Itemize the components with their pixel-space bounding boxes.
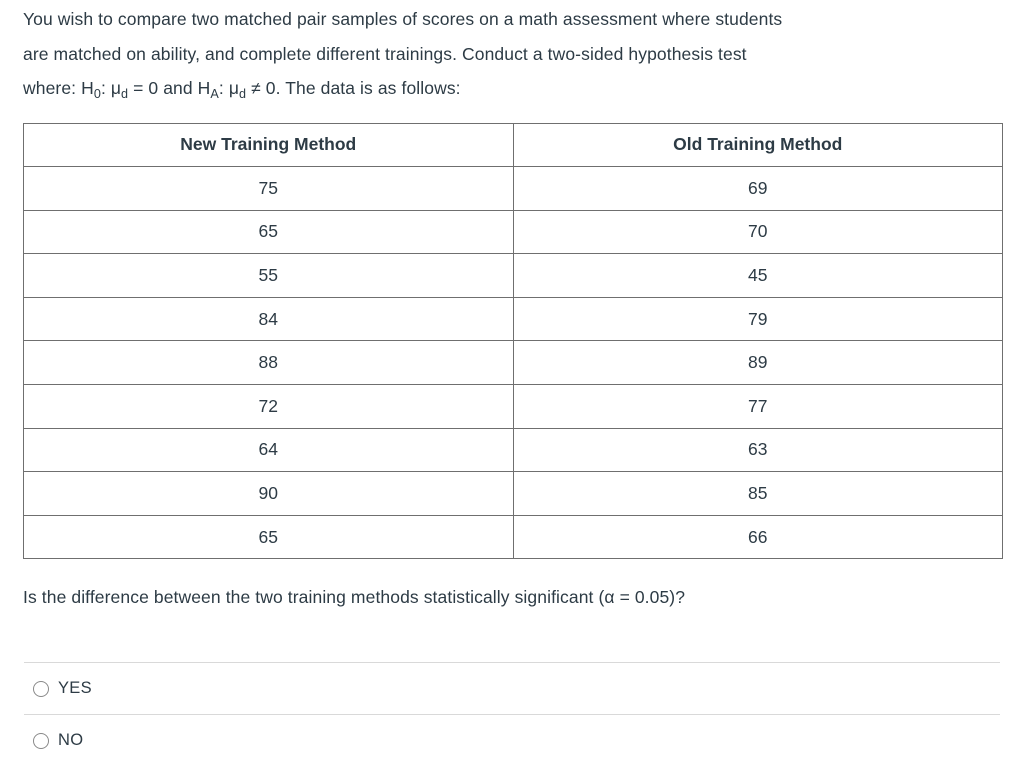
answer-options: YES NO (24, 662, 1000, 766)
table-row: 75 69 (23, 166, 1003, 211)
hypothesis-text: ≠ 0. The data is as follows: (246, 78, 461, 98)
table-cell: 65 (23, 514, 514, 560)
table-cell: 84 (23, 296, 514, 342)
table-cell: 88 (23, 340, 514, 386)
table-cell: 70 (512, 209, 1003, 255)
ha-subscript: A (210, 86, 219, 101)
radio-button-no[interactable] (33, 732, 49, 749)
table-cell: 89 (512, 340, 1003, 386)
table-cell: 85 (512, 471, 1003, 516)
table-row: 64 63 (23, 427, 1003, 473)
table-cell: 69 (512, 166, 1003, 211)
table-cell: 75 (23, 166, 514, 211)
table-row: 88 89 (23, 340, 1003, 386)
table-cell: 45 (512, 253, 1003, 298)
scores-table: New Training Method Old Training Method … (23, 122, 1003, 560)
hypothesis-text: : μ (218, 78, 240, 98)
table-cell: 77 (512, 384, 1003, 429)
hypothesis-text: : μ (100, 78, 122, 98)
table-row: 84 79 (23, 296, 1003, 342)
quiz-question-page: You wish to compare two matched pair sam… (23, 2, 1003, 608)
hypothesis-line: where: H0: μd = 0 and HA: μd ≠ 0. The da… (23, 71, 1003, 106)
column-header-old-training: Old Training Method (512, 122, 1003, 168)
column-header-new-training: New Training Method (23, 122, 514, 168)
question-text: Is the difference between the two traini… (23, 587, 686, 608)
answer-option-no[interactable]: NO (24, 714, 1000, 766)
table-cell: 64 (23, 427, 514, 473)
table-cell: 55 (23, 253, 514, 298)
h0-subscript: 0 (93, 86, 101, 101)
table-cell: 63 (512, 427, 1003, 473)
table-cell: 79 (512, 296, 1003, 342)
table-header-row: New Training Method Old Training Method (23, 122, 1003, 168)
hypothesis-text: where: H (23, 78, 94, 98)
table-row: 72 77 (23, 384, 1003, 429)
hypothesis-text: = 0 and H (128, 78, 211, 98)
table-row: 65 70 (23, 209, 1003, 255)
answer-label-yes: YES (58, 679, 92, 698)
intro-line-2: are matched on ability, and complete dif… (23, 43, 747, 64)
table-cell: 90 (23, 471, 514, 516)
answer-label-no: NO (58, 731, 84, 750)
table-row: 55 45 (23, 253, 1003, 298)
mu-d-subscript: d (239, 86, 247, 101)
table-row: 65 66 (23, 514, 1003, 560)
table-cell: 72 (23, 384, 514, 429)
intro-line-1: You wish to compare two matched pair sam… (23, 9, 783, 29)
question-intro: You wish to compare two matched pair sam… (23, 2, 1003, 106)
table-body: 75 69 65 70 55 45 84 79 88 89 72 77 64 63 90 85 65 66 (23, 166, 1003, 560)
table-cell: 65 (23, 209, 514, 255)
mu-d-subscript: d (121, 86, 129, 101)
answer-option-yes[interactable]: YES (24, 662, 1000, 714)
table-row: 90 85 (23, 471, 1003, 516)
table-cell: 66 (512, 514, 1003, 560)
radio-button-yes[interactable] (33, 680, 49, 697)
